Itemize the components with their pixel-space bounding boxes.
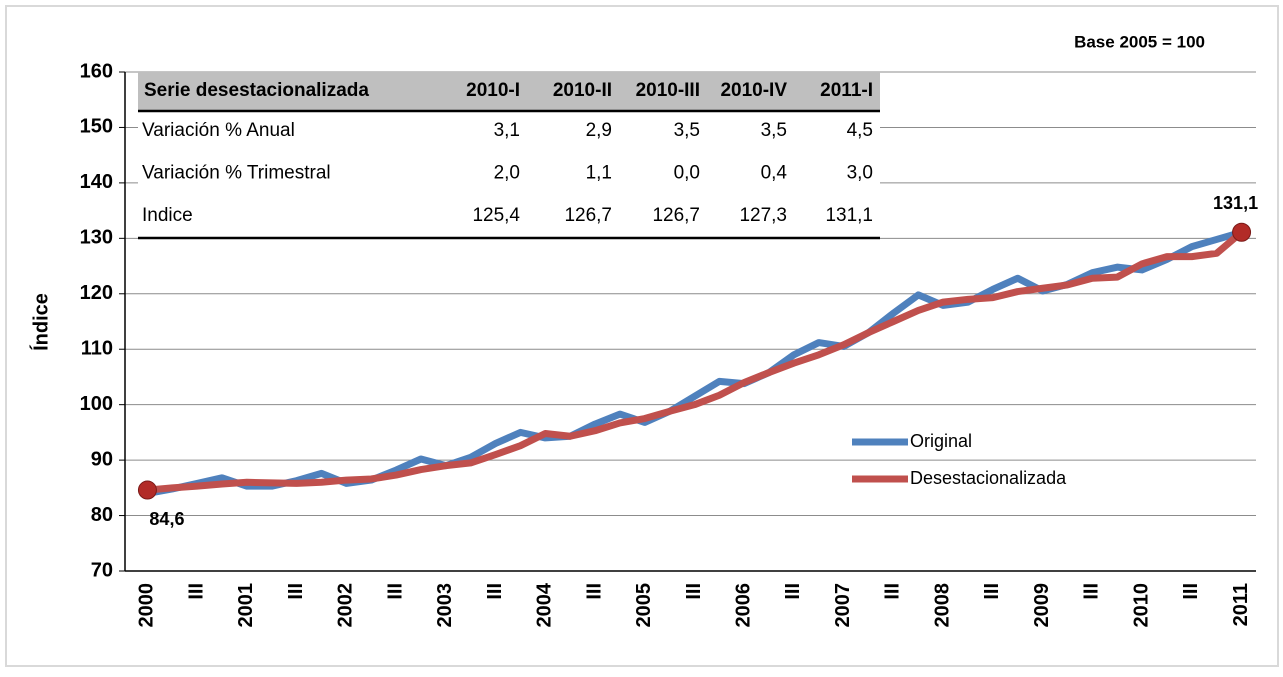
y-tick-label: 90 — [91, 448, 113, 470]
y-tick-label: 110 — [81, 338, 113, 360]
table-header: 2010-I — [466, 80, 520, 101]
table-cell: Indice — [142, 205, 193, 226]
legend-label: Desestacionalizada — [910, 468, 1067, 488]
x-tick-label: III — [683, 583, 705, 600]
y-tick-label: 140 — [80, 171, 113, 193]
x-tick-label: III — [285, 583, 307, 600]
x-tick-label: 2009 — [1031, 583, 1053, 628]
x-tick-label: 2004 — [534, 582, 556, 627]
y-tick-label: 120 — [80, 282, 113, 304]
data-label: 84,6 — [149, 509, 184, 529]
subtitle: Base 2005 = 100 — [1074, 32, 1205, 51]
table-cell: 3,0 — [847, 163, 873, 184]
y-tick-label: 150 — [80, 116, 113, 138]
y-axis-label: Índice — [29, 293, 52, 351]
data-label: 131,1 — [1213, 193, 1258, 213]
table-cell: 125,4 — [472, 205, 520, 226]
x-tick-label: 2008 — [931, 583, 953, 628]
table-cell: 2,9 — [586, 120, 612, 141]
x-tick-label: III — [484, 583, 506, 600]
x-tick-label: 2003 — [434, 583, 456, 628]
table-header: 2010-IV — [720, 80, 787, 101]
legend-label: Original — [910, 431, 972, 451]
table-body-bg — [138, 110, 880, 238]
table-header: 2011-I — [820, 80, 873, 101]
y-tick-label: 80 — [91, 504, 113, 526]
table-cell: 126,7 — [652, 205, 700, 226]
y-tick-label: 70 — [91, 559, 113, 581]
x-tick-label: III — [583, 583, 605, 600]
table-cell: 0,4 — [761, 163, 788, 184]
x-tick-label: 2010 — [1130, 583, 1152, 628]
x-tick-label: III — [1180, 583, 1202, 600]
x-tick-label: III — [384, 583, 406, 600]
x-tick-label: 2005 — [633, 583, 655, 628]
table-header: 2010-III — [636, 80, 700, 101]
x-tick-label: 2002 — [335, 583, 357, 628]
table-cell: 131,1 — [825, 205, 873, 226]
x-tick-label: III — [981, 583, 1003, 600]
table-cell: Variación % Anual — [142, 120, 295, 141]
x-tick-label: III — [185, 583, 207, 600]
x-tick-label: 2007 — [832, 583, 854, 628]
x-tick-label: 2011 — [1230, 583, 1252, 626]
end-marker — [1232, 222, 1252, 242]
line-series — [143, 228, 1246, 494]
x-tick-label: III — [1081, 583, 1103, 600]
table-cell: 3,5 — [761, 120, 787, 141]
y-tick-label: 100 — [80, 393, 113, 415]
table-cell: 126,7 — [564, 205, 612, 226]
y-tick-label: 160 — [80, 60, 113, 82]
x-tick-label: 2006 — [733, 583, 755, 628]
x-tick-label: 2000 — [136, 583, 158, 628]
x-tick-label: III — [782, 583, 804, 600]
table-cell: 1,1 — [586, 163, 612, 184]
table-cell: 2,0 — [494, 163, 520, 184]
table-cell: 127,3 — [739, 205, 787, 226]
x-tick-label: III — [882, 583, 904, 600]
x-tick-label: 2001 — [235, 583, 257, 628]
table-cell: 3,1 — [494, 120, 520, 141]
table-cell: 0,0 — [674, 163, 700, 184]
table-header: Serie desestacionalizada — [144, 80, 369, 101]
table-cell: 3,5 — [674, 120, 700, 141]
y-tick-label: 130 — [80, 227, 113, 249]
table-cell: 4,5 — [847, 120, 873, 141]
end-marker — [137, 480, 157, 500]
table-cell: Variación % Trimestral — [142, 163, 331, 184]
table-header-bg — [138, 72, 880, 110]
table-header: 2010-II — [553, 80, 612, 101]
